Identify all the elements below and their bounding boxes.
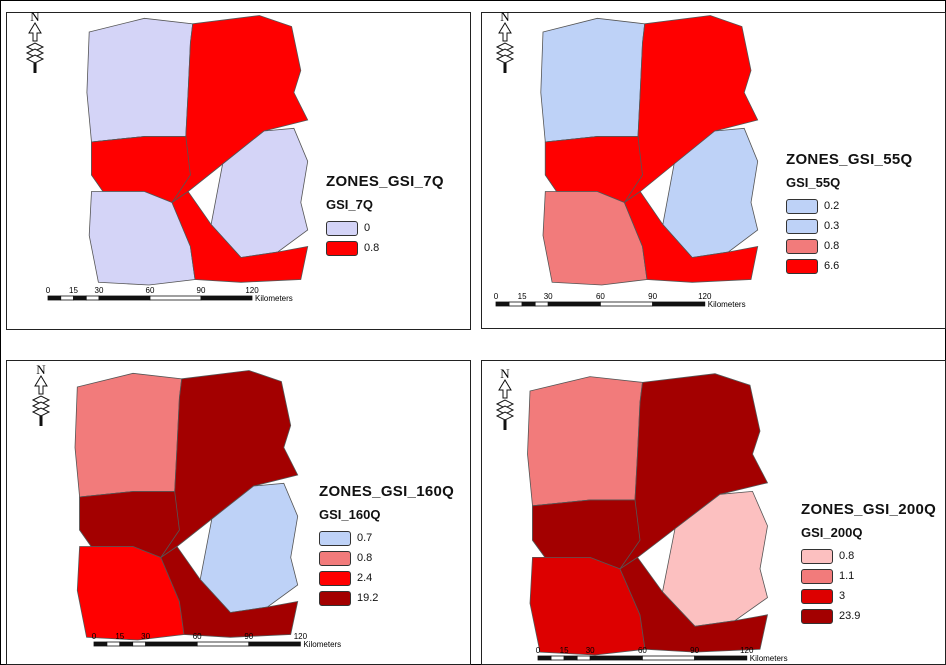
scale-bar (47, 295, 253, 301)
scale-tick-label: 60 (596, 292, 605, 301)
scale-tick-label: 30 (544, 292, 553, 301)
legend-swatch (786, 219, 818, 234)
north-label: N (500, 9, 510, 24)
legend-swatch (801, 609, 833, 624)
scale-tick-label: 90 (244, 632, 253, 641)
scale-tick-label: 15 (69, 286, 78, 295)
legend-field: GSI_200Q (801, 525, 863, 540)
map-panel-1: N 0 15 30 60 90 120 Kilometers ZONES_GSI_7Q GSI_7… (6, 9, 471, 330)
scale-tick-label: 15 (518, 292, 527, 301)
legend-swatch (326, 221, 358, 236)
legend-title: ZONES_GSI_7Q (326, 173, 444, 190)
legend-value: 0.8 (824, 240, 840, 252)
scale-tick-label: 90 (648, 292, 657, 301)
scale-tick-label: 30 (95, 286, 104, 295)
legend-value: 6.6 (824, 260, 840, 272)
scale-bar (93, 641, 301, 647)
legend-swatch (801, 589, 833, 604)
legend-swatch (319, 531, 351, 546)
scale-tick-label: 120 (740, 646, 754, 655)
scale-tick-label: 60 (638, 646, 647, 655)
zone-southeast (623, 190, 759, 283)
scale-tick-label: 90 (197, 286, 206, 295)
scale-tick-label: 0 (536, 646, 541, 655)
zone-southeast (619, 556, 769, 653)
north-label: N (500, 366, 510, 381)
legend-swatch (786, 239, 818, 254)
legend-value: 0.2 (824, 200, 840, 212)
scale-unit-label: Kilometers (255, 294, 293, 303)
legend-value: 0.8 (839, 550, 855, 562)
legend-swatch (801, 569, 833, 584)
scale-tick-label: 15 (115, 632, 124, 641)
north-label: N (30, 9, 40, 24)
scale-unit-label: Kilometers (750, 654, 788, 663)
legend-value: 0.8 (357, 552, 373, 564)
north-arrow-icon (495, 22, 515, 73)
legend-swatch (319, 591, 351, 606)
north-arrow-icon (25, 22, 45, 73)
legend-field: GSI_160Q (319, 507, 381, 522)
scale-tick-label: 60 (146, 286, 155, 295)
legend-title: ZONES_GSI_55Q (786, 151, 913, 168)
north-arrow-icon (495, 379, 515, 430)
north-arrow-icon (31, 375, 51, 426)
legend-swatch (319, 551, 351, 566)
legend-swatch (326, 241, 358, 256)
legend-value: 0.8 (364, 242, 380, 254)
scale-tick-label: 120 (245, 286, 259, 295)
scale-tick-label: 30 (586, 646, 595, 655)
legend-value: 1.1 (839, 570, 855, 582)
zone-southeast (160, 545, 299, 638)
map-panel-4: N 0 15 30 60 90 120 Kilometers ZONES_GSI_200Q GSI… (481, 360, 946, 665)
scale-tick-label: 0 (494, 292, 499, 301)
legend-value: 19.2 (357, 592, 379, 604)
zone-southeast (171, 190, 309, 283)
legend-value: 2.4 (357, 572, 373, 584)
scale-tick-label: 120 (698, 292, 712, 301)
legend-swatch (786, 259, 818, 274)
legend-swatch (801, 549, 833, 564)
scale-tick-label: 60 (193, 632, 202, 641)
scale-unit-label: Kilometers (303, 640, 341, 649)
legend-field: GSI_55Q (786, 175, 841, 190)
north-label: N (36, 362, 46, 377)
scale-bar (495, 301, 706, 307)
legend-title: ZONES_GSI_200Q (801, 501, 937, 518)
scale-tick-label: 120 (294, 632, 308, 641)
scale-tick-label: 0 (92, 632, 97, 641)
scale-tick-label: 90 (690, 646, 699, 655)
legend-swatch (319, 571, 351, 586)
legend-value: 0.7 (357, 532, 373, 544)
legend-value: 3 (839, 590, 846, 602)
scale-tick-label: 30 (141, 632, 150, 641)
map-panel-2: N 0 15 30 60 90 120 Kilometers ZONES_GSI_55Q GSI_… (481, 9, 946, 329)
scale-tick-label: 0 (46, 286, 51, 295)
legend-value: 23.9 (839, 610, 861, 622)
scale-bar (537, 655, 748, 661)
zone-northwest (527, 376, 643, 507)
legend-value: 0.3 (824, 220, 840, 232)
scale-unit-label: Kilometers (708, 300, 746, 309)
map-panel-3: N 0 15 30 60 90 120 Kilometers ZONES_GSI_160Q GSI… (6, 360, 471, 665)
legend-field: GSI_7Q (326, 197, 373, 212)
legend-value: 0 (364, 222, 371, 234)
legend-swatch (786, 199, 818, 214)
legend-title: ZONES_GSI_160Q (319, 483, 455, 500)
scale-tick-label: 15 (560, 646, 569, 655)
